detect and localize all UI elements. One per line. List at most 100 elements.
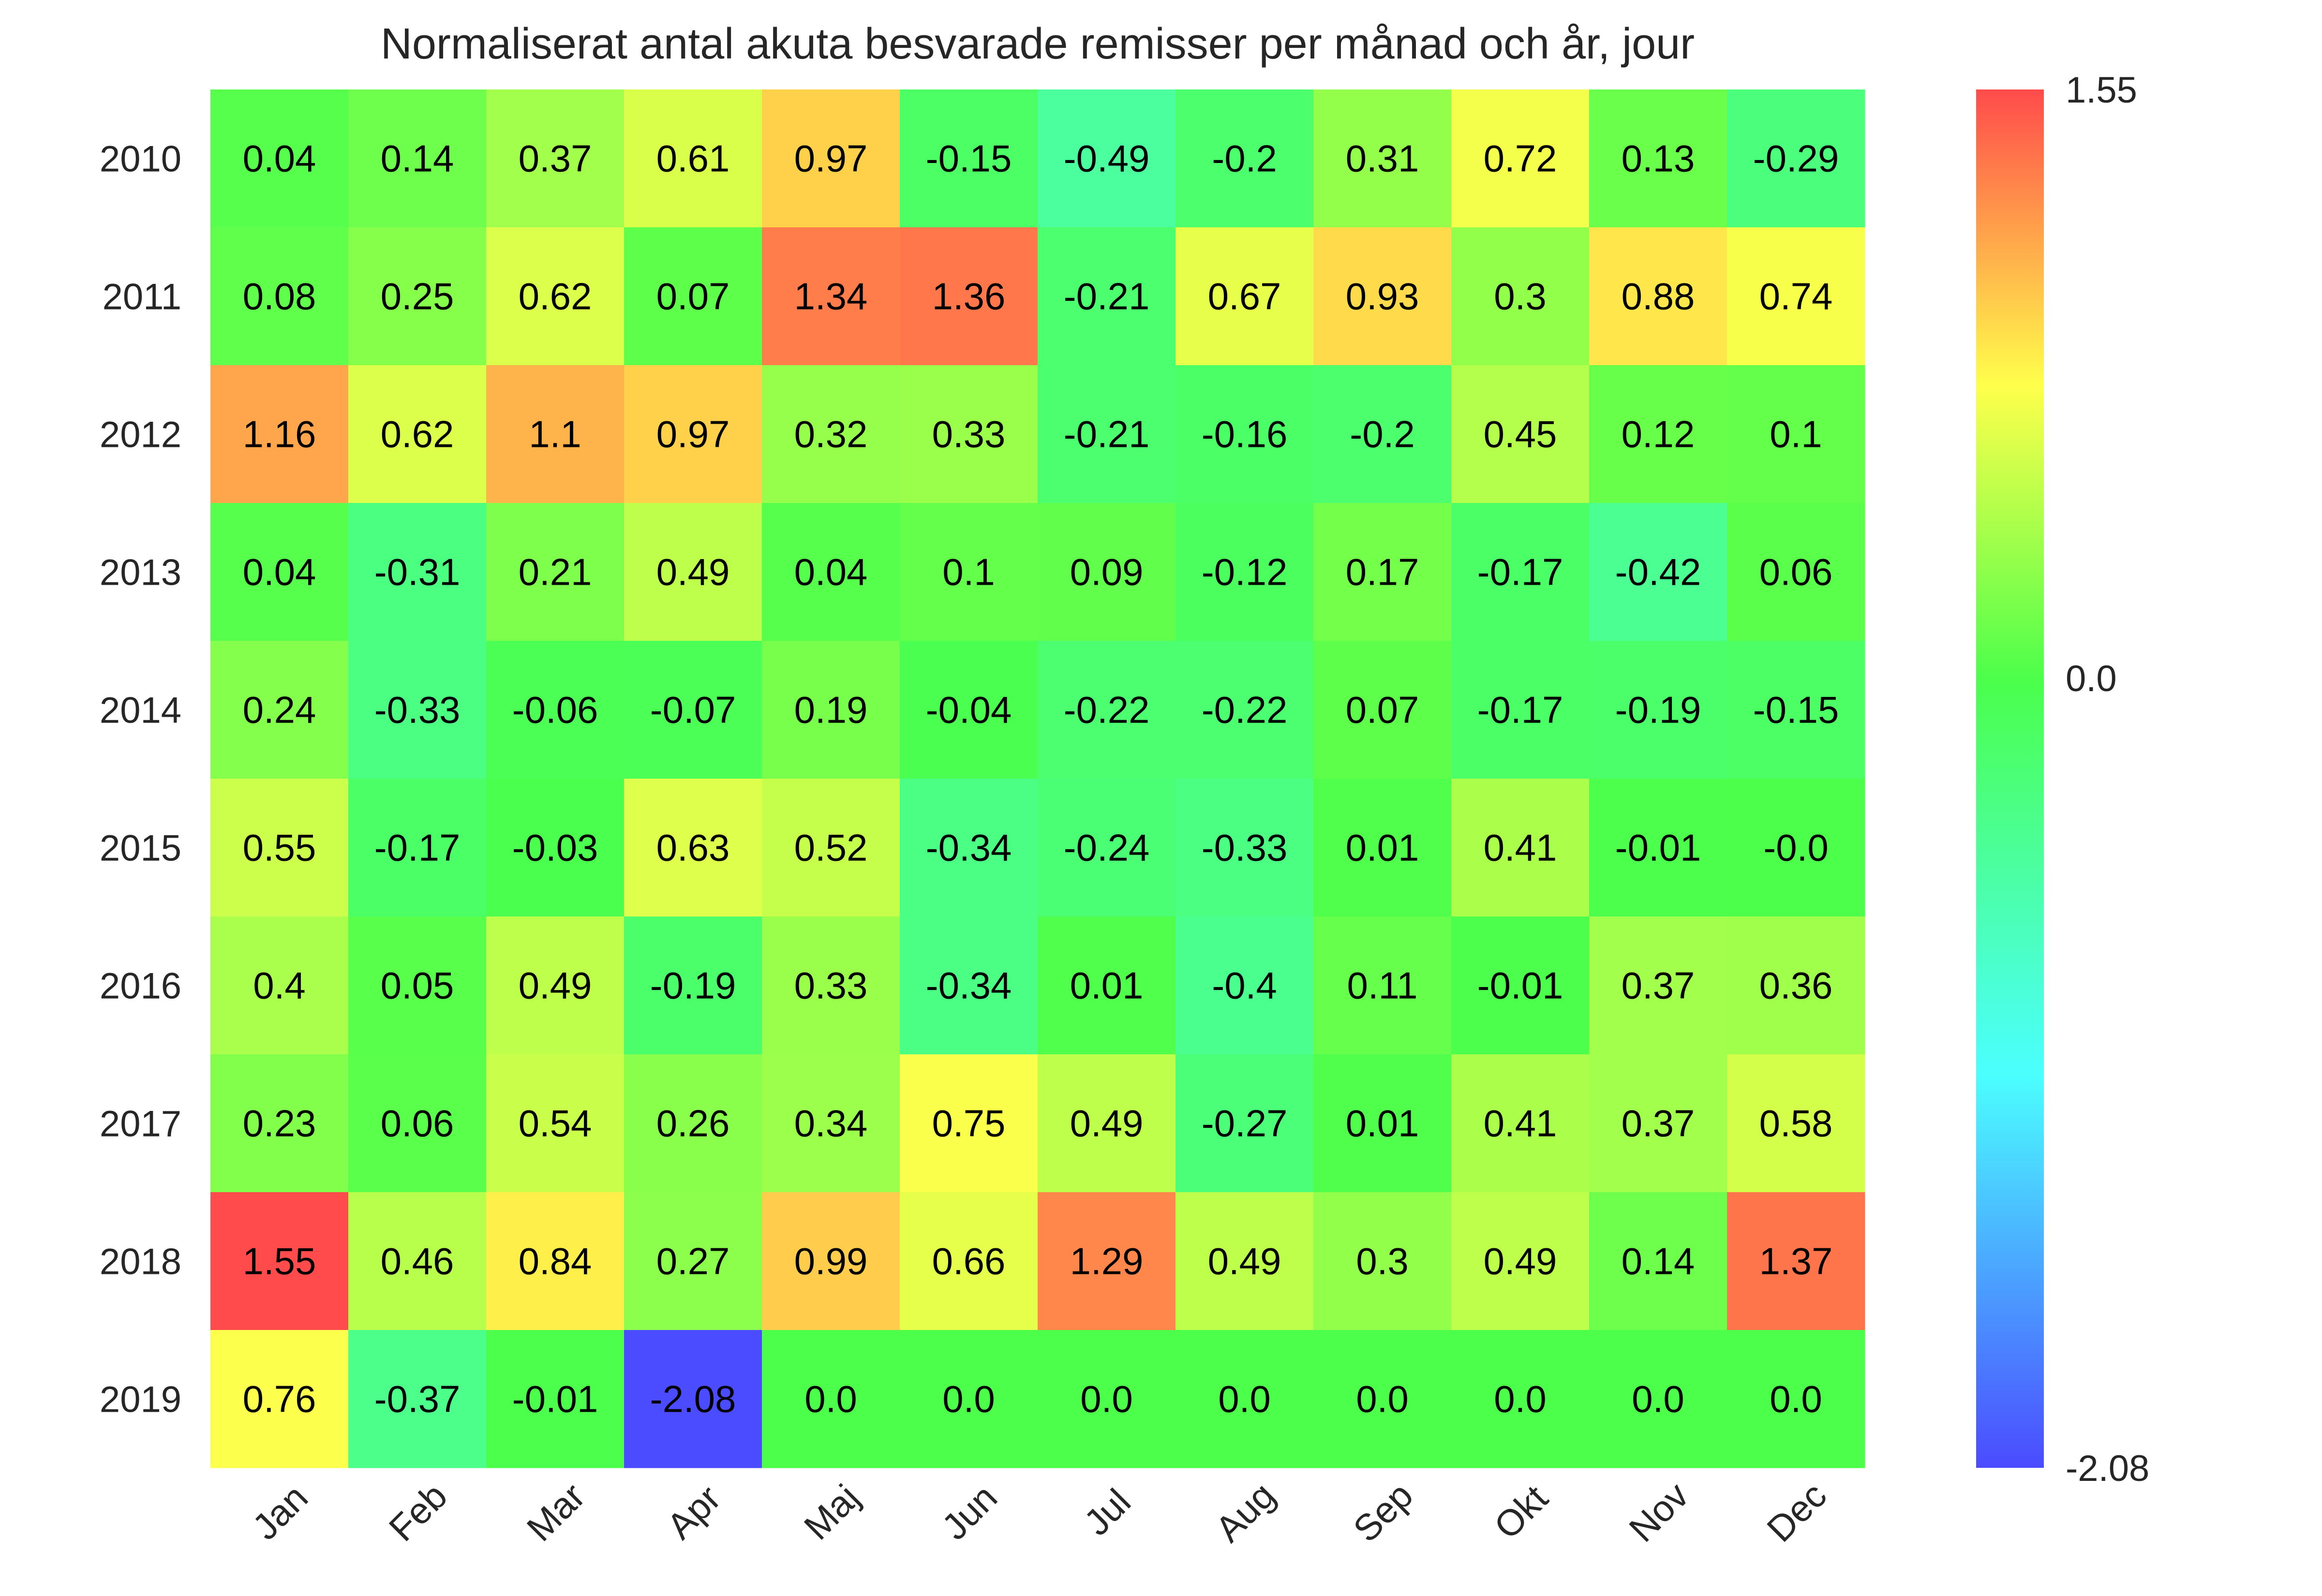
cell-value-label: -0.34 <box>926 827 1012 869</box>
cell-value-label: 0.62 <box>381 413 454 456</box>
cell-value-label: 0.3 <box>1494 275 1546 318</box>
heatmap-cell <box>1589 1330 1727 1468</box>
heatmap-cell <box>1313 916 1452 1055</box>
heatmap-cell <box>1038 89 1176 228</box>
heatmap-cell <box>210 89 349 228</box>
heatmap-cell <box>1038 779 1176 917</box>
cell-value-label: 1.36 <box>932 275 1006 318</box>
heatmap-cell <box>1313 365 1452 503</box>
cell-value-label: 0.26 <box>656 1102 730 1145</box>
heatmap-cell <box>1451 916 1590 1055</box>
cell-value-label: 0.04 <box>243 551 316 593</box>
cell-value-label: 0.55 <box>243 827 316 869</box>
cell-value-label: 0.0 <box>942 1378 995 1420</box>
heatmap-cell <box>1313 1330 1452 1468</box>
heatmap-cell <box>1727 1054 1865 1193</box>
heatmap-cell <box>900 365 1038 503</box>
cell-value-label: -0.19 <box>1615 689 1701 731</box>
heatmap-cell <box>1727 1192 1865 1330</box>
heatmap-cell <box>1176 227 1314 366</box>
cell-value-label: 0.14 <box>1622 1240 1695 1283</box>
heatmap-cell <box>624 1330 762 1468</box>
heatmap-cell <box>1176 779 1314 917</box>
heatmap-cell <box>1176 89 1314 228</box>
y-tick-label: 2018 <box>100 1241 181 1283</box>
heatmap-cell <box>348 227 487 366</box>
x-tick-label: Apr <box>659 1478 729 1547</box>
heatmap-cell <box>762 503 900 641</box>
heatmap-cell <box>1176 1054 1314 1193</box>
heatmap-cell <box>900 503 1038 641</box>
x-tick-label: Feb <box>381 1476 455 1550</box>
cell-value-label: 0.49 <box>519 964 592 1007</box>
cell-value-label: -0.21 <box>1064 413 1150 456</box>
heatmap-cell <box>348 365 487 503</box>
cell-value-label: 0.1 <box>1770 413 1822 456</box>
cell-value-label: 0.33 <box>932 413 1006 456</box>
y-tick-label: 2012 <box>100 414 181 456</box>
cell-value-label: 0.0 <box>1494 1378 1546 1420</box>
heatmap-cell <box>762 1330 900 1468</box>
heatmap-cell <box>1313 641 1452 779</box>
heatmap-cell <box>486 227 625 366</box>
cell-value-label: 1.29 <box>1070 1240 1144 1283</box>
cell-value-label: -0.29 <box>1753 137 1839 180</box>
heatmap-cell <box>624 779 762 917</box>
cell-value-label: 0.0 <box>1080 1378 1132 1420</box>
cell-value-label: 0.08 <box>243 275 316 318</box>
cell-value-label: 0.97 <box>794 137 868 180</box>
cell-value-label: -0.22 <box>1202 689 1288 731</box>
cell-value-label: 0.07 <box>1346 689 1419 731</box>
x-tick-label: Sep <box>1346 1475 1421 1550</box>
cell-value-label: 0.37 <box>1622 1102 1695 1145</box>
cell-value-label: 0.27 <box>656 1240 730 1283</box>
cell-value-label: 0.06 <box>1759 551 1833 593</box>
cell-value-label: 1.1 <box>529 413 581 456</box>
cell-value-label: 0.4 <box>253 964 305 1007</box>
colorbar-tick-label: 0.0 <box>2066 658 2117 699</box>
heatmap-cell <box>210 641 349 779</box>
heatmap-cell <box>900 89 1038 228</box>
cell-value-label: 0.88 <box>1622 275 1695 318</box>
heatmap-cell <box>348 779 487 917</box>
heatmap-cell <box>210 1054 349 1193</box>
heatmap-cell <box>624 641 762 779</box>
heatmap-cell <box>762 1054 900 1193</box>
cell-value-label: 0.62 <box>519 275 592 318</box>
heatmap-cell <box>348 89 487 228</box>
cell-value-label: 0.54 <box>519 1102 592 1145</box>
cell-value-label: -0.01 <box>512 1378 598 1420</box>
cell-value-label: 0.06 <box>381 1102 454 1145</box>
heatmap-cell <box>1589 1054 1727 1193</box>
colorbar-ticks: 1.55 0.0 -2.08 <box>2066 70 2149 1489</box>
heatmap-cell <box>348 641 487 779</box>
cell-value-label: 0.21 <box>519 551 592 593</box>
cell-value-label: 0.49 <box>656 551 730 593</box>
cell-value-label: 0.66 <box>932 1240 1006 1283</box>
heatmap-cell <box>1451 89 1590 228</box>
cell-value-label: 0.33 <box>794 964 868 1007</box>
heatmap-cell <box>762 641 900 779</box>
heatmap-cell <box>1589 365 1727 503</box>
heatmap-cell <box>486 503 625 641</box>
heatmap-cell <box>624 916 762 1055</box>
heatmap-cell <box>348 1054 487 1193</box>
heatmap-cell <box>1589 1192 1727 1330</box>
cell-value-label: -0.0 <box>1763 827 1828 869</box>
heatmap-cell <box>762 227 900 366</box>
heatmap-cell <box>1313 779 1452 917</box>
cell-value-label: 0.01 <box>1346 1102 1419 1145</box>
heatmap-cell <box>210 1192 349 1330</box>
x-tick-label: Nov <box>1622 1475 1697 1550</box>
heatmap-cell <box>1451 641 1590 779</box>
heatmap-cell <box>486 365 625 503</box>
heatmap-cell <box>210 227 349 366</box>
heatmap-cell <box>1727 89 1865 228</box>
cell-value-label: -0.37 <box>374 1378 461 1420</box>
cell-value-label: 0.72 <box>1484 137 1557 180</box>
heatmap-cell <box>1176 916 1314 1055</box>
cell-value-label: -0.12 <box>1202 551 1288 593</box>
cell-value-label: -0.2 <box>1350 413 1414 456</box>
heatmap-cell <box>210 916 349 1055</box>
heatmap-cell <box>1727 641 1865 779</box>
